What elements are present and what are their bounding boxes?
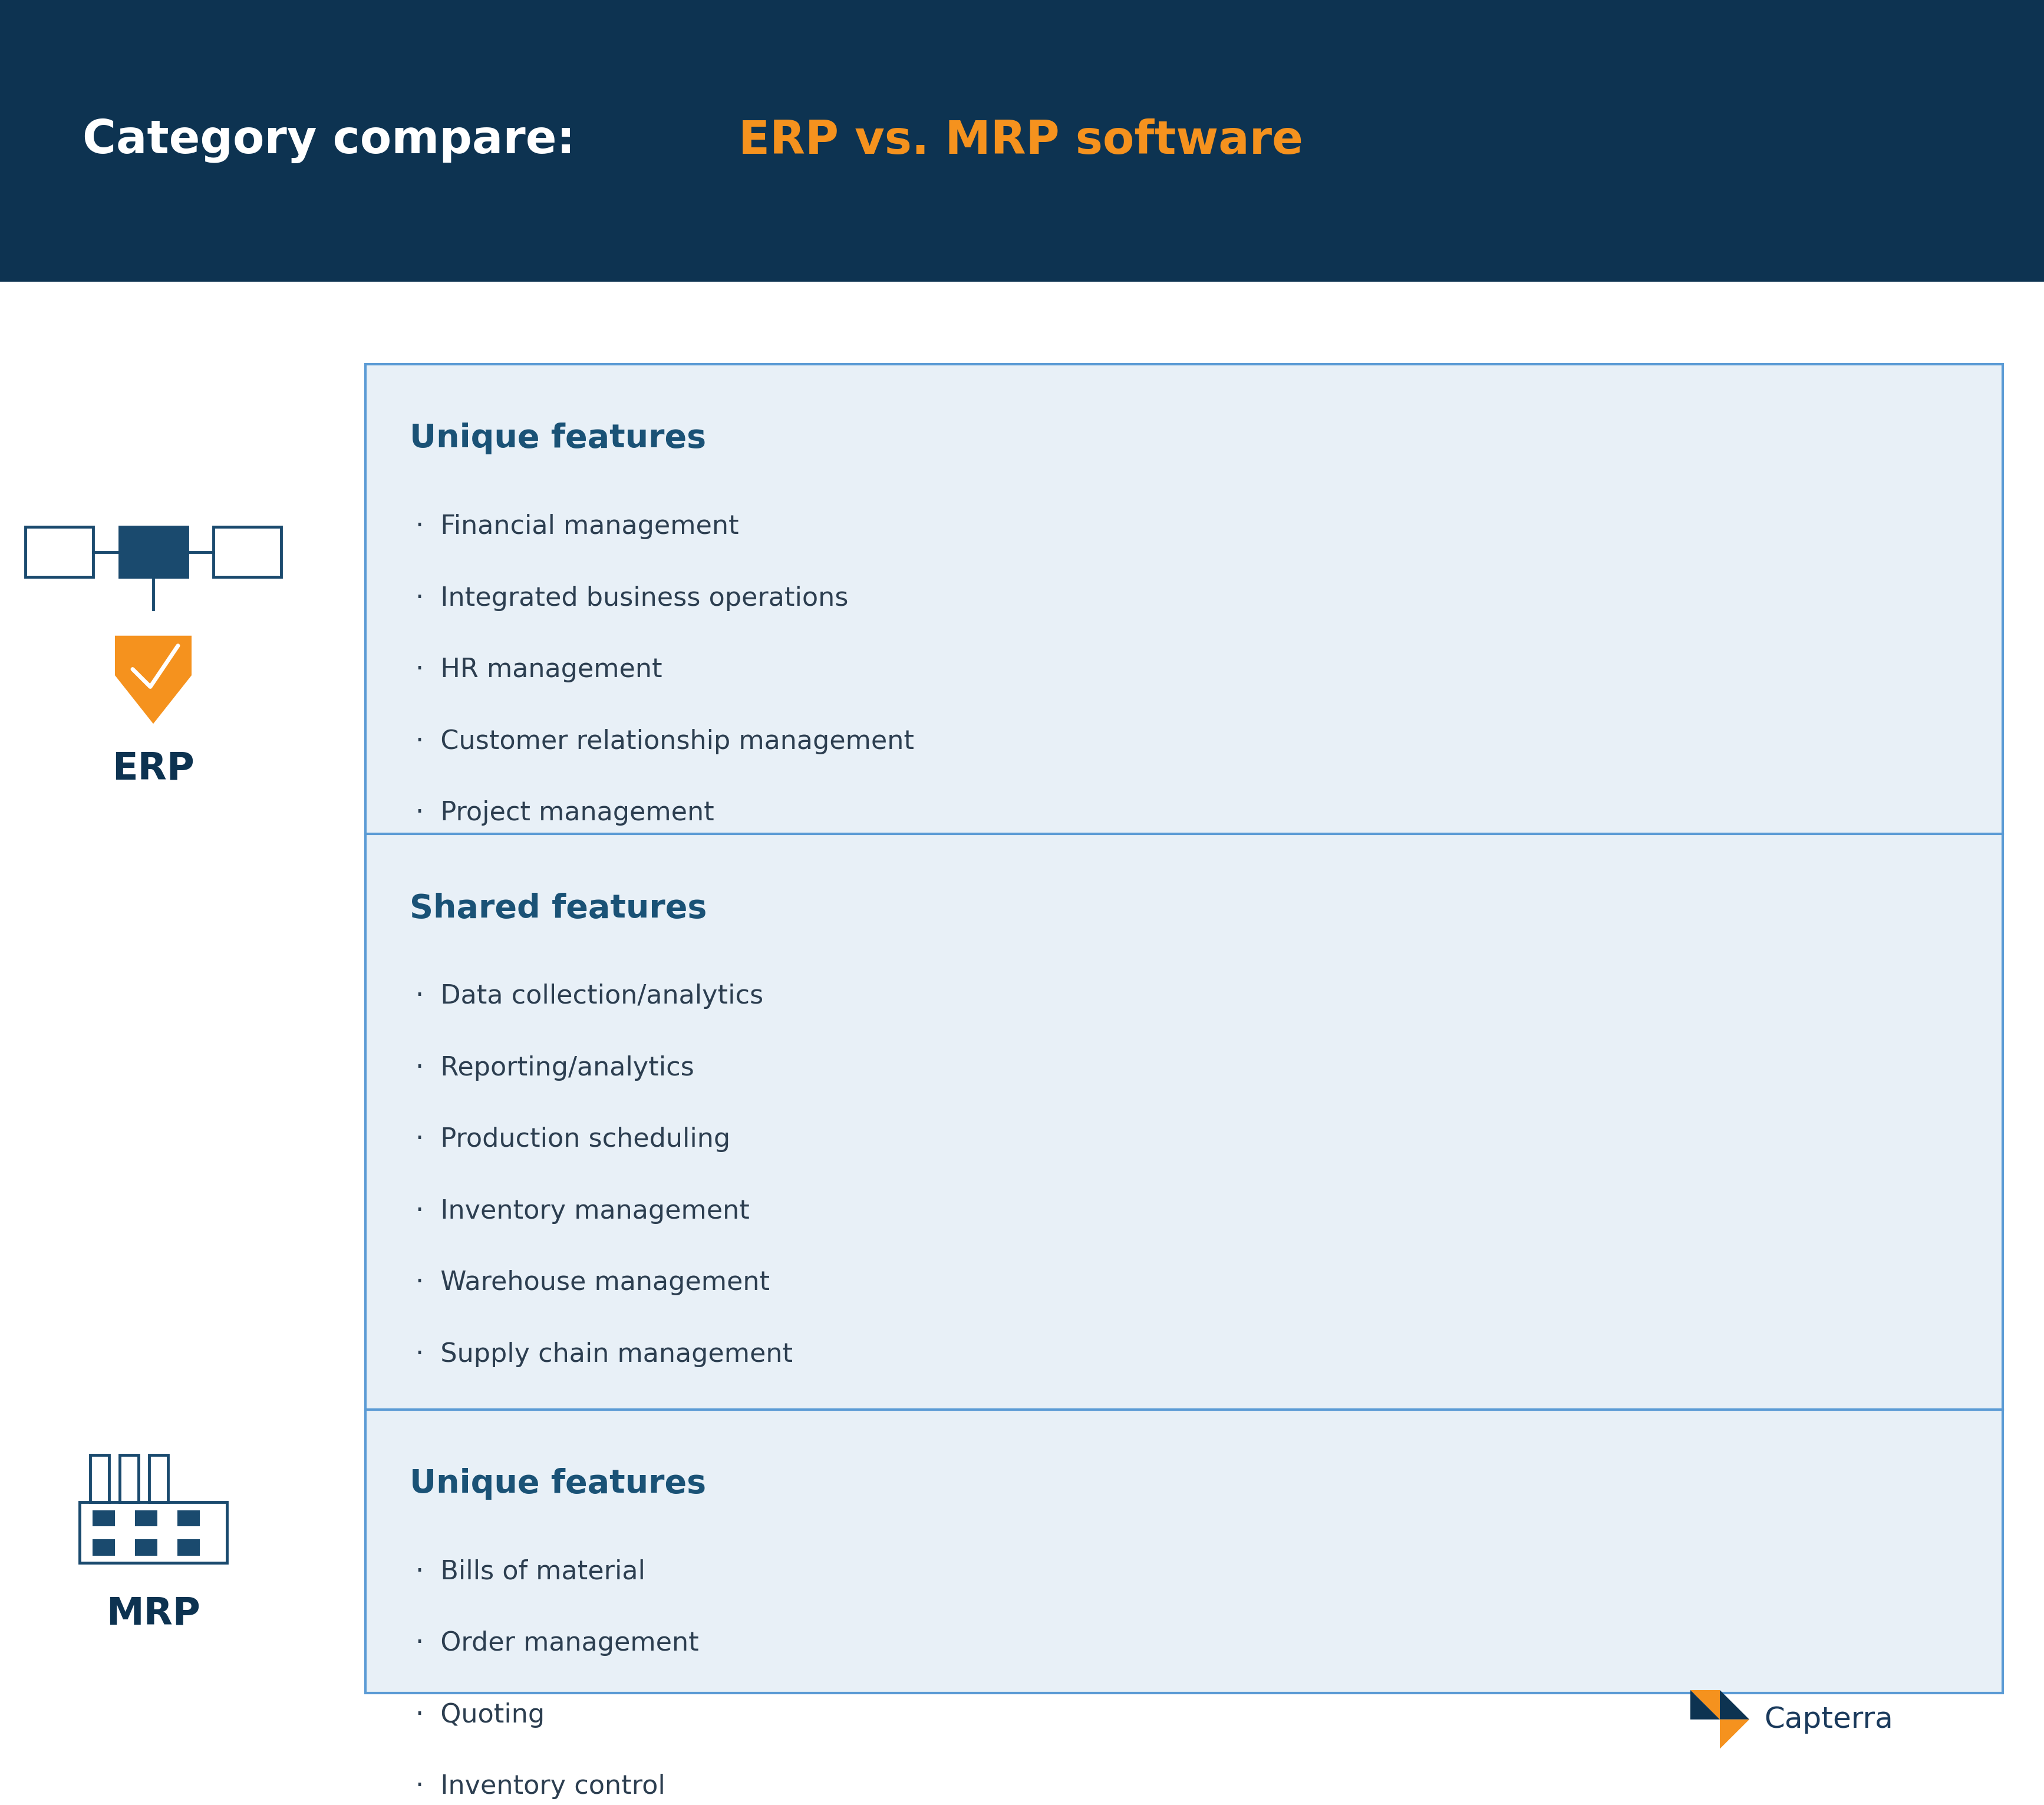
Text: Capterra: Capterra	[1764, 1706, 1893, 1733]
Bar	[0, 0, 2044, 282]
Text: ·  Reporting/analytics: · Reporting/analytics	[415, 1056, 695, 1081]
Bar	[90, 1455, 108, 1502]
Text: ·  Quoting: · Quoting	[415, 1702, 544, 1727]
Text: MRP: MRP	[106, 1596, 200, 1632]
Bar	[92, 1511, 114, 1527]
Text: ·  Bills of material: · Bills of material	[415, 1560, 646, 1585]
Text: ·  Customer relationship management: · Customer relationship management	[415, 729, 914, 754]
Bar	[215, 527, 282, 578]
Text: Unique features: Unique features	[409, 422, 705, 455]
Text: ·  Data collection/analytics: · Data collection/analytics	[415, 984, 762, 1009]
Text: ·  HR management: · HR management	[415, 657, 662, 682]
Text: ·  Supply chain management: · Supply chain management	[415, 1341, 793, 1366]
Polygon shape	[1690, 1689, 1719, 1720]
Text: ERP: ERP	[112, 751, 194, 787]
Text: ·  Warehouse management: · Warehouse management	[415, 1271, 771, 1296]
Polygon shape	[114, 635, 192, 724]
Bar	[80, 1502, 227, 1563]
Text: ·  Project management: · Project management	[415, 800, 713, 825]
Polygon shape	[1719, 1689, 1750, 1720]
Text: ·  Inventory management: · Inventory management	[415, 1199, 750, 1224]
Text: ERP vs. MRP software: ERP vs. MRP software	[738, 119, 1304, 162]
Bar	[366, 365, 2003, 1693]
Text: ·  Order management: · Order management	[415, 1630, 699, 1657]
Text: ·  Financial management: · Financial management	[415, 514, 738, 540]
Bar	[135, 1511, 157, 1527]
Polygon shape	[1690, 1689, 1719, 1720]
Bar	[149, 1455, 168, 1502]
Text: Unique features: Unique features	[409, 1467, 705, 1500]
Text: Shared features: Shared features	[409, 893, 707, 924]
Text: ·  Inventory control: · Inventory control	[415, 1774, 664, 1800]
Bar	[92, 1540, 114, 1556]
Text: ·  Production scheduling: · Production scheduling	[415, 1126, 730, 1152]
Bar	[178, 1511, 200, 1527]
Text: ·  Integrated business operations: · Integrated business operations	[415, 585, 848, 610]
Bar	[25, 527, 92, 578]
Bar	[178, 1540, 200, 1556]
Bar	[119, 527, 188, 578]
Bar	[121, 1455, 139, 1502]
Polygon shape	[1719, 1720, 1750, 1749]
Bar	[135, 1540, 157, 1556]
Text: Category compare:: Category compare:	[82, 119, 591, 162]
